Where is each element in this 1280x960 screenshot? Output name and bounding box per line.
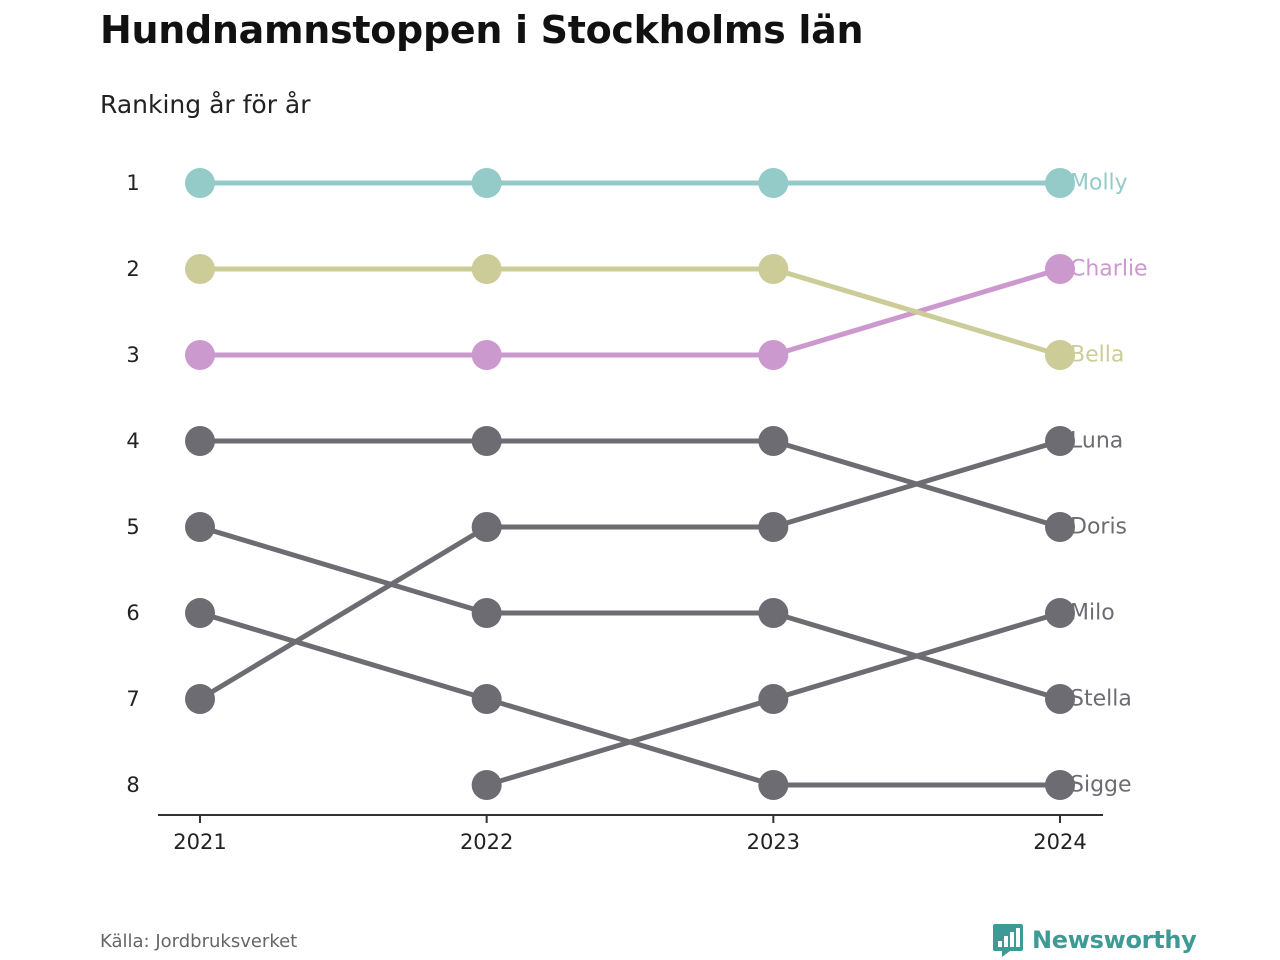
point-sigge-2022 [471, 684, 502, 714]
point-bella-2023 [758, 254, 789, 284]
y-tick-label-8: 8 [126, 773, 139, 797]
point-doris-2021 [185, 426, 215, 456]
series-line-stella [197, 524, 1063, 702]
series-lines [197, 180, 1063, 788]
point-doris-2023 [758, 426, 789, 456]
series-label-stella: Stella [1070, 687, 1132, 712]
point-charlie-2021 [185, 340, 215, 370]
series-line-doris [197, 438, 1063, 530]
bump-chart: 1 2 3 4 5 6 7 8 2021 2022 2023 2024 Luna Doris Milo S… [126, 168, 1148, 854]
x-tick-label-2022: 2022 [460, 830, 513, 854]
y-tick-label-2: 2 [126, 257, 139, 281]
point-stella-2024 [1045, 684, 1075, 714]
series-line-charlie [197, 266, 1063, 358]
x-tick-label-2021: 2021 [173, 830, 226, 854]
y-tick-labels: 1 2 3 4 5 6 7 8 [126, 171, 139, 797]
brand-logo: Newsworthy [992, 922, 1197, 958]
point-bella-2024 [1045, 340, 1075, 370]
point-luna-2024 [1045, 426, 1075, 456]
series-label-bella: Bella [1070, 343, 1124, 368]
series-label-charlie: Charlie [1070, 257, 1148, 282]
bar-chart-speech-bubble-icon [993, 924, 1023, 957]
series-label-doris: Doris [1070, 515, 1127, 540]
y-tick-label-4: 4 [126, 429, 139, 453]
point-molly-2023 [758, 168, 789, 198]
y-tick-label-7: 7 [126, 687, 139, 711]
point-charlie-2023 [758, 340, 789, 370]
x-tick-label-2023: 2023 [747, 830, 800, 854]
series-line-sigge [197, 610, 1063, 788]
y-tick-label-6: 6 [126, 601, 139, 625]
x-ticks: 2021 2022 2023 2024 [173, 815, 1087, 854]
point-milo-2022 [471, 770, 502, 800]
point-molly-2022 [471, 168, 502, 198]
source-note: Källa: Jordbruksverket [100, 931, 298, 952]
brand-name: Newsworthy [1032, 926, 1197, 954]
point-milo-2024 [1045, 598, 1075, 628]
point-stella-2022 [471, 598, 502, 628]
chart-title: Hundnamnstoppen i Stockholms län [100, 8, 864, 52]
point-charlie-2022 [471, 340, 502, 370]
point-doris-2024 [1045, 512, 1075, 542]
series-labels: Luna Doris Milo Stella Sigge Molly Charlie Bell… [1070, 171, 1148, 798]
series-points [185, 168, 1075, 800]
point-bella-2021 [185, 254, 215, 284]
point-bella-2022 [471, 254, 502, 284]
y-tick-label-3: 3 [126, 343, 139, 367]
x-tick-label-2024: 2024 [1033, 830, 1086, 854]
point-sigge-2024 [1045, 770, 1075, 800]
series-label-sigge: Sigge [1070, 773, 1132, 798]
y-tick-label-5: 5 [126, 515, 139, 539]
series-label-molly: Molly [1070, 171, 1128, 196]
point-molly-2024 [1045, 168, 1075, 198]
series-label-luna: Luna [1070, 429, 1123, 454]
point-sigge-2023 [758, 770, 789, 800]
point-luna-2023 [758, 512, 789, 542]
point-milo-2023 [758, 684, 789, 714]
point-molly-2021 [185, 168, 215, 198]
chart-subtitle: Ranking år för år [100, 90, 311, 119]
point-luna-2022 [471, 512, 502, 542]
series-line-bella [197, 266, 1063, 358]
point-charlie-2024 [1045, 254, 1075, 284]
series-label-milo: Milo [1070, 601, 1115, 626]
point-doris-2022 [471, 426, 502, 456]
point-luna-2021 [185, 684, 215, 714]
point-sigge-2021 [185, 598, 215, 628]
point-stella-2023 [758, 598, 789, 628]
point-stella-2021 [185, 512, 215, 542]
y-tick-label-1: 1 [126, 171, 139, 195]
